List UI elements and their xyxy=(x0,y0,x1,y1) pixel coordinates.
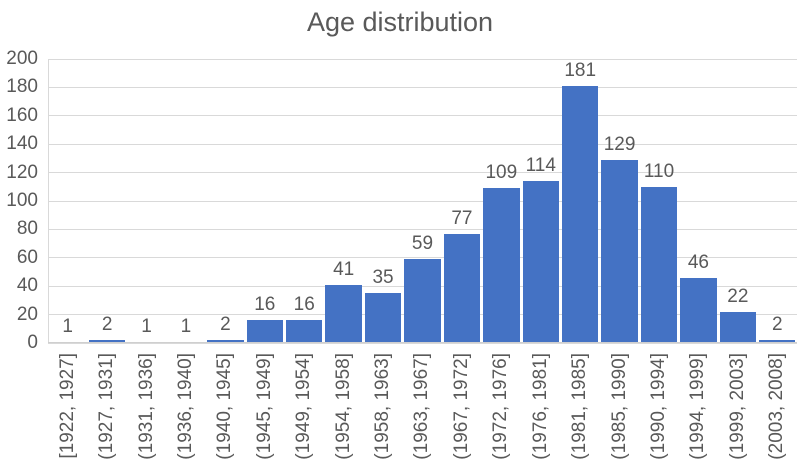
bar xyxy=(483,188,520,343)
x-tick-slot: (1954, 1958] xyxy=(324,353,363,467)
gridline xyxy=(48,257,797,259)
x-tick-label: (1936, 1940] xyxy=(174,353,196,460)
data-label: 22 xyxy=(727,285,749,307)
gridline xyxy=(48,200,797,202)
bar xyxy=(601,159,638,343)
x-tick-slot: (1999, 2003] xyxy=(718,353,757,467)
x-tick-slot: (1949, 1954] xyxy=(285,353,324,467)
x-tick-label: (1931, 1936] xyxy=(135,353,157,460)
y-tick-label: 60 xyxy=(16,246,38,268)
x-tick-slot: (1994, 1999] xyxy=(679,353,718,467)
bar xyxy=(680,277,717,343)
data-label: 77 xyxy=(451,207,473,229)
gridline xyxy=(48,86,797,88)
x-tick-label: [1922, 1927] xyxy=(56,353,78,459)
data-label: 2 xyxy=(220,314,231,336)
x-tick-label: (1981, 1985] xyxy=(569,353,591,460)
data-label: 129 xyxy=(603,133,636,155)
gridline xyxy=(48,115,797,117)
bar xyxy=(404,259,441,343)
data-label: 109 xyxy=(485,162,518,184)
x-tick-label: (2003, 2008] xyxy=(766,353,788,460)
gridline xyxy=(48,342,797,344)
y-tick-label: 80 xyxy=(16,218,38,240)
x-tick-label: (1954, 1958] xyxy=(332,353,354,460)
data-label: 46 xyxy=(687,251,709,273)
bar xyxy=(286,320,323,343)
x-tick-slot: (1945, 1949] xyxy=(245,353,284,467)
y-tick-label: 160 xyxy=(6,104,38,126)
y-tick-label: 120 xyxy=(6,161,38,183)
x-tick-slot: (1963, 1967] xyxy=(403,353,442,467)
gridline xyxy=(48,143,797,145)
bar xyxy=(364,293,402,343)
x-tick-label: (1976, 1981] xyxy=(529,353,551,460)
y-tick-label: 0 xyxy=(27,332,38,353)
x-axis-labels: [1922, 1927] (1927, 1931] (1931, 1936] (193… xyxy=(48,353,797,467)
data-label: 181 xyxy=(564,59,597,81)
data-label: 16 xyxy=(293,294,315,316)
x-tick-label: (1949, 1954] xyxy=(293,353,315,460)
data-label: 35 xyxy=(372,267,394,289)
bar xyxy=(246,320,283,343)
x-tick-label: (1999, 2003] xyxy=(726,353,748,460)
data-label: 2 xyxy=(101,314,113,336)
x-tick-slot: (1931, 1936] xyxy=(127,353,166,467)
x-tick-label: (1940, 1945] xyxy=(214,353,236,460)
chart-title: Age distribution xyxy=(306,7,494,37)
bar xyxy=(719,311,757,343)
bar xyxy=(561,85,599,343)
bar xyxy=(640,186,678,343)
x-tick-label: (1990, 1994] xyxy=(648,353,670,460)
x-tick-slot: (1985, 1990] xyxy=(600,353,639,467)
y-tick-label: 200 xyxy=(6,48,38,69)
y-tick-label: 140 xyxy=(6,133,38,155)
y-tick-label: 20 xyxy=(16,303,38,325)
bar xyxy=(443,233,481,343)
x-tick-slot: (1936, 1940] xyxy=(166,353,205,467)
data-label: 1 xyxy=(180,315,192,337)
bar xyxy=(759,340,796,343)
data-label: 1 xyxy=(62,315,73,337)
x-tick-slot: (1940, 1945] xyxy=(206,353,245,467)
y-tick-label: 100 xyxy=(6,190,38,211)
gridline xyxy=(48,172,797,174)
x-axis-line xyxy=(48,342,797,343)
x-tick-slot: (1967, 1972] xyxy=(442,353,481,467)
x-tick-label: (1927, 1931] xyxy=(96,353,118,460)
x-tick-slot: (1981, 1985] xyxy=(560,353,599,467)
bar xyxy=(207,340,244,343)
y-tick-label: 180 xyxy=(6,76,38,98)
data-label: 1 xyxy=(141,315,152,337)
data-label: 41 xyxy=(333,258,355,280)
data-label: 2 xyxy=(771,314,783,336)
x-tick-label: (1963, 1967] xyxy=(411,353,433,460)
x-tick-slot: (1972, 1976] xyxy=(482,353,521,467)
x-tick-slot: (2003, 2008] xyxy=(758,353,797,467)
x-tick-slot: (1927, 1931] xyxy=(87,353,126,467)
x-tick-label: (1967, 1972] xyxy=(450,353,472,460)
plot-left-border xyxy=(48,59,49,343)
data-label: 114 xyxy=(525,155,556,177)
x-tick-slot: (1958, 1963] xyxy=(363,353,402,467)
data-label: 110 xyxy=(643,160,675,182)
x-tick-label: (1994, 1999] xyxy=(687,353,709,460)
x-tick-slot: (1990, 1994] xyxy=(639,353,678,467)
x-tick-label: (1985, 1990] xyxy=(608,353,630,460)
gridline xyxy=(48,58,797,60)
x-tick-label: (1945, 1949] xyxy=(253,353,275,460)
x-tick-slot: [1922, 1927] xyxy=(48,353,87,467)
x-tick-label: (1958, 1963] xyxy=(372,353,394,460)
bar xyxy=(522,181,559,343)
plot-area: 1 2 1 1 2 16 16 41 35 59 77 109 114 181 129 110 46 22 2 xyxy=(48,58,797,344)
x-tick-label: (1972, 1976] xyxy=(490,353,512,460)
bar xyxy=(325,284,362,343)
data-label: 59 xyxy=(411,233,434,255)
bar xyxy=(88,340,126,343)
y-tick-label: 40 xyxy=(16,275,38,297)
gridline xyxy=(48,228,797,230)
data-label: 16 xyxy=(254,294,276,316)
x-tick-slot: (1976, 1981] xyxy=(521,353,560,467)
